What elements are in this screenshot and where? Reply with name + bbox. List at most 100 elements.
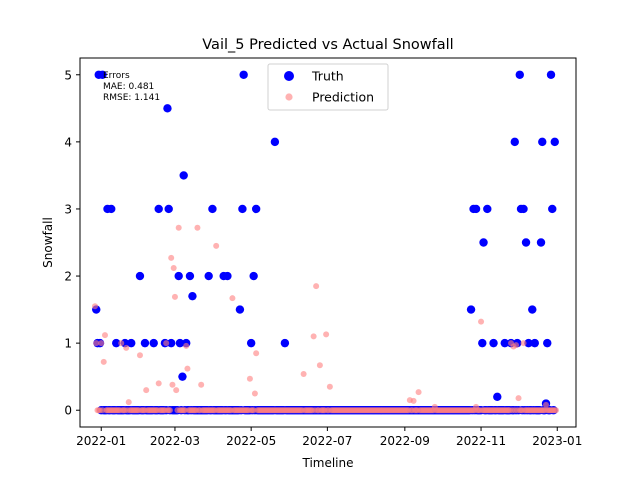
prediction-point [553,407,560,414]
y-tick-label: 0 [64,404,72,418]
prediction-point [323,331,330,338]
truth-point [270,137,280,147]
truth-point [478,338,487,348]
prediction-point [229,295,236,302]
prediction-point [168,254,175,261]
prediction-point [93,340,100,347]
x-tick-label: 2022-11 [456,434,506,448]
truth-point [235,305,245,314]
x-axis-label: Timeline [301,456,353,470]
y-axis: 0 1 2 3 4 5 [64,68,80,418]
prediction-point [125,399,132,406]
prediction-point [246,375,253,382]
truth-point [546,70,556,79]
prediction-point [143,387,150,394]
truth-point [140,338,150,348]
truth-point [239,70,248,79]
y-axis-label: Snowfall [41,217,55,268]
prediction-point [183,342,190,349]
prediction-point [326,383,333,390]
prediction-point [171,293,178,300]
truth-point [135,271,145,281]
plot-frame [79,57,577,428]
prediction-point [513,342,520,349]
prediction-point [136,352,143,359]
legend-marker-truth [284,71,294,81]
prediction-point [170,264,177,271]
truth-point [178,372,187,381]
chart-title: Vail_5 Predicted vs Actual Snowfall [202,37,453,53]
prediction-point [184,365,191,372]
prediction-point [100,358,107,365]
prediction-point [316,362,323,369]
truth-point [519,204,528,214]
prediction-point [98,340,105,347]
y-tick-label: 4 [64,135,72,149]
truth-point [167,338,176,348]
truth-point [489,338,498,348]
prediction-point [520,340,527,347]
truth-point [154,204,163,214]
truth-point [530,338,539,348]
prediction-point [155,380,162,387]
annotation-rmse: RMSE: 1.141 [103,93,160,103]
truth-point [466,305,476,314]
prediction-point [91,303,98,310]
plot-points [91,70,560,415]
truth-point [500,338,509,348]
truth-point [238,204,247,214]
x-tick-label: 2022-01 [76,434,126,448]
x-tick-label: 2022-05 [226,434,276,448]
prediction-point [251,390,258,397]
x-tick-label: 2022-09 [380,434,430,448]
prediction-point [163,340,170,347]
truth-point [185,271,195,281]
y-tick-label: 2 [64,270,72,284]
prediction-point [515,395,522,402]
truth-point [188,291,197,301]
prediction-point [313,283,320,290]
prediction-point [166,407,173,414]
prediction-point [310,333,317,340]
prediction-point [123,344,130,351]
prediction-point [173,387,180,394]
truth-point [548,204,557,214]
truth-point [179,171,188,180]
truth-point [515,70,524,79]
prediction-point [194,224,201,231]
prediction-point [543,401,550,408]
truth-point [246,338,256,348]
truth-point [149,338,158,348]
prediction-point [175,224,182,231]
prediction-point [300,370,307,377]
error-annotation: Errors MAE: 0.481 RMSE: 1.141 [103,71,160,103]
truth-point [483,204,492,214]
legend-label-truth: Truth [311,69,344,84]
prediction-point [213,242,220,249]
x-tick-label: 2022-07 [302,434,352,448]
truth-point [493,392,502,402]
annotation-errors: Errors [103,71,130,81]
truth-point [471,204,481,214]
truth-point [107,204,116,214]
y-tick-label: 3 [64,202,72,216]
x-axis: 2022-01 2022-03 2022-05 2022-07 2022-09 2022-… [76,427,582,448]
prediction-point [473,403,480,410]
legend: Truth Prediction [267,63,389,111]
legend-label-prediction: Prediction [312,90,374,105]
truth-point [175,338,185,348]
y-tick-label: 1 [64,337,72,351]
legend-marker-prediction [285,93,293,101]
prediction-point [415,389,422,396]
prediction-point [431,403,438,410]
x-tick-label: 2022-03 [150,434,200,448]
truth-point [536,238,546,247]
prediction-point [253,350,260,357]
truth-point [524,338,533,348]
truth-point [251,204,261,214]
prediction-point [198,381,205,388]
truth-point [521,238,531,247]
x-tick-label: 2023-01 [532,434,582,448]
truth-point [127,338,136,348]
